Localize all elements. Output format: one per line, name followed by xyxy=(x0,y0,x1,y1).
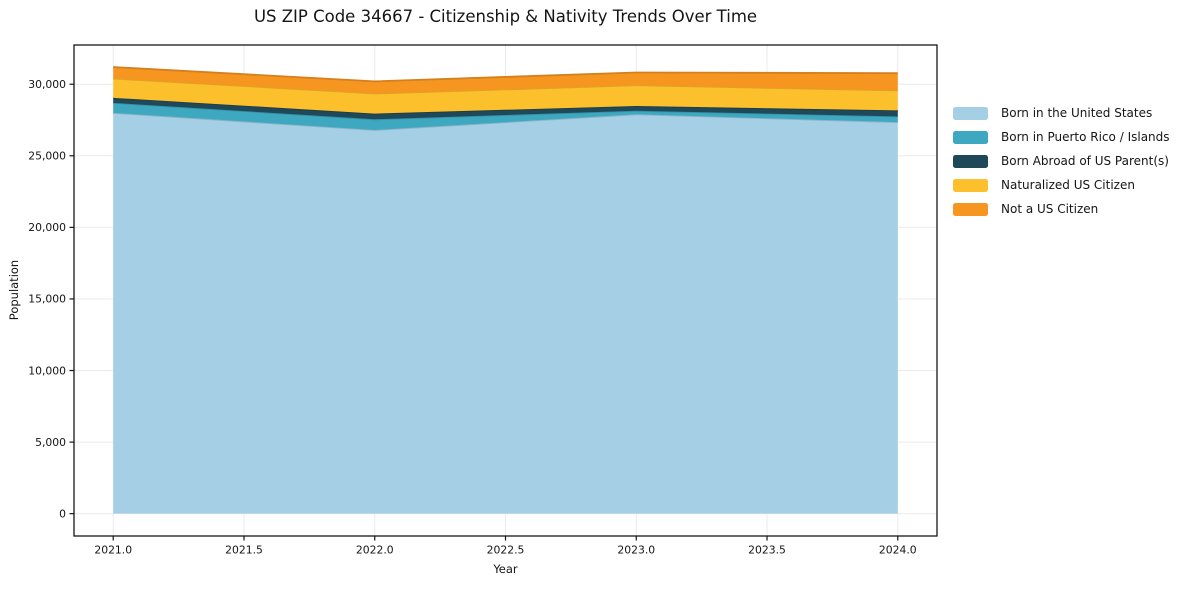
area-born-in-puerto-rico-islands xyxy=(113,102,898,131)
x-tick-label: 2022.5 xyxy=(487,544,525,557)
y-tick-label: 5,000 xyxy=(35,436,66,449)
legend-item-born-abroad-of-us-parent-s: Born Abroad of US Parent(s) xyxy=(953,149,1170,173)
x-axis-title: Year xyxy=(493,562,518,576)
y-tick-label: 15,000 xyxy=(28,293,66,306)
legend-item-naturalized-us-citizen: Naturalized US Citizen xyxy=(953,173,1170,197)
area-born-abroad-of-us-parent-s xyxy=(113,97,898,120)
legend-swatch-icon xyxy=(953,154,988,168)
legend-label: Not a US Citizen xyxy=(1001,202,1099,216)
x-tick-label: 2021.5 xyxy=(225,544,263,557)
x-tick-label: 2022.0 xyxy=(356,544,394,557)
y-tick-label: 25,000 xyxy=(28,150,66,163)
legend-item-born-in-the-united-states: Born in the United States xyxy=(953,101,1170,125)
legend: Born in the United States Born in Puerto … xyxy=(953,101,1170,221)
x-tick-label: 2023.0 xyxy=(617,544,655,557)
area-born-in-the-united-states xyxy=(113,112,898,514)
area-edge-not-a-us-citizen xyxy=(113,66,898,83)
legend-swatch-icon xyxy=(953,130,988,144)
legend-swatch-icon xyxy=(953,106,988,120)
x-tick-label: 2023.5 xyxy=(748,544,786,557)
legend-swatch-icon xyxy=(953,202,988,216)
legend-item-born-in-puerto-rico-islands: Born in Puerto Rico / Islands xyxy=(953,125,1170,149)
legend-label: Born in Puerto Rico / Islands xyxy=(1001,130,1170,144)
area-not-a-us-citizen xyxy=(113,67,898,94)
legend-label: Born Abroad of US Parent(s) xyxy=(1001,154,1169,168)
legend-label: Born in the United States xyxy=(1001,106,1153,120)
chart-title: US ZIP Code 34667 - Citizenship & Nativi… xyxy=(253,7,758,26)
y-axis-title: Population xyxy=(7,259,21,321)
y-tick-label: 10,000 xyxy=(28,364,66,377)
legend-swatch-icon xyxy=(953,178,988,192)
y-tick-label: 20,000 xyxy=(28,221,66,234)
legend-item-not-a-us-citizen: Not a US Citizen xyxy=(953,197,1170,221)
x-tick-label: 2024.0 xyxy=(879,544,917,557)
y-tick-label: 30,000 xyxy=(28,78,66,91)
legend-label: Naturalized US Citizen xyxy=(1001,178,1135,192)
x-tick-label: 2021.0 xyxy=(94,544,132,557)
y-tick-label: 0 xyxy=(59,507,66,520)
